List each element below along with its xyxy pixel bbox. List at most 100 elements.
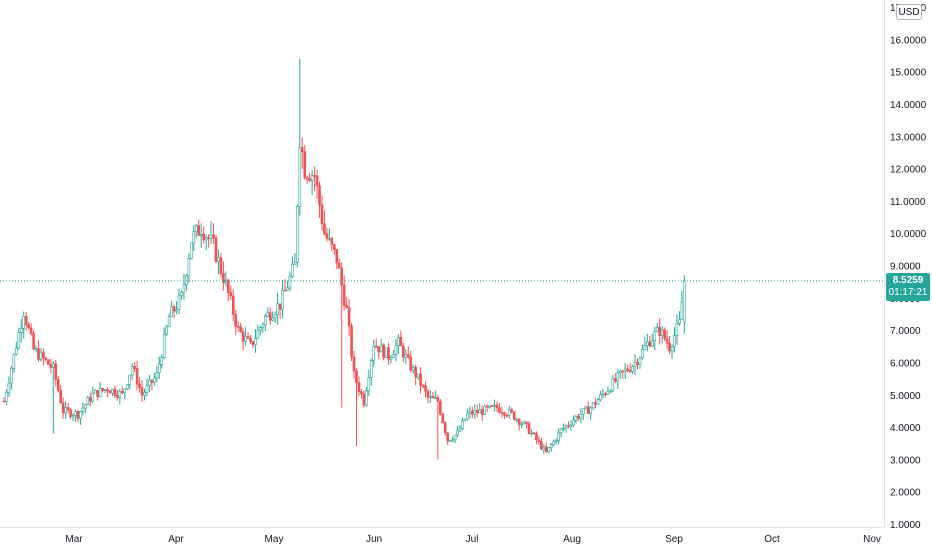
candle xyxy=(148,374,151,392)
candle xyxy=(581,408,585,420)
candle xyxy=(212,223,215,244)
candle xyxy=(633,354,637,375)
candle xyxy=(88,392,92,407)
candle xyxy=(340,262,344,408)
candle xyxy=(111,388,114,397)
candle xyxy=(478,403,482,414)
time-tick-label: Oct xyxy=(764,534,780,545)
price-tick-label: 5.0000 xyxy=(890,391,921,402)
time-tick-label: Jul xyxy=(466,534,479,545)
candle xyxy=(562,423,565,432)
candle xyxy=(468,406,472,419)
candle xyxy=(175,301,178,315)
candle xyxy=(532,432,536,435)
candle xyxy=(434,390,437,400)
price-axis[interactable]: 1.0000 2.0000 3.0000 4.0000 5.0000 6.0000 7.00… xyxy=(890,3,927,531)
candle xyxy=(103,389,107,394)
candle xyxy=(259,325,262,336)
candle xyxy=(313,166,316,192)
candle xyxy=(655,323,659,333)
candle xyxy=(621,370,625,379)
candle xyxy=(549,443,553,452)
candle xyxy=(300,137,304,169)
candle xyxy=(569,420,573,431)
candle xyxy=(490,404,494,407)
candle xyxy=(426,388,430,404)
candle xyxy=(372,339,376,367)
candle xyxy=(5,389,8,406)
price-tick-label: 9.0000 xyxy=(890,262,921,273)
candle xyxy=(559,428,563,438)
candle xyxy=(101,387,104,393)
candle xyxy=(574,414,578,424)
candle xyxy=(204,234,208,251)
candle xyxy=(355,367,358,447)
price-tick-label: 16.0000 xyxy=(890,35,927,46)
candle xyxy=(93,389,97,394)
candle xyxy=(24,311,28,331)
candle xyxy=(19,318,23,343)
currency-badge[interactable]: USD xyxy=(896,4,922,20)
candle xyxy=(636,358,639,370)
candle xyxy=(648,336,652,348)
candle xyxy=(584,405,588,410)
candle xyxy=(461,417,464,431)
candle xyxy=(596,397,600,405)
candle xyxy=(665,330,669,350)
time-axis[interactable]: Mar Apr May Jun Jul Aug Sep Oct Nov xyxy=(65,534,881,545)
candle xyxy=(185,273,188,291)
candle xyxy=(628,363,632,374)
candle xyxy=(167,313,171,327)
candle xyxy=(436,394,440,460)
candle xyxy=(394,338,398,362)
candle xyxy=(347,298,351,337)
candle xyxy=(535,431,538,445)
candle xyxy=(638,356,642,369)
candle xyxy=(641,344,644,360)
candle xyxy=(266,307,270,318)
candle xyxy=(219,252,223,278)
candle xyxy=(552,439,555,446)
candle xyxy=(59,384,62,404)
candle xyxy=(530,429,533,436)
candle xyxy=(241,328,245,351)
candle xyxy=(446,432,450,445)
candle xyxy=(500,407,504,418)
candle xyxy=(668,335,671,355)
time-tick-label: Mar xyxy=(65,534,83,545)
price-tick-label: 11.0000 xyxy=(890,197,926,208)
candle xyxy=(544,442,548,453)
candle xyxy=(47,359,50,366)
candle xyxy=(10,365,13,390)
candle xyxy=(239,322,242,333)
candle xyxy=(15,341,18,356)
candle xyxy=(130,363,134,380)
candle xyxy=(22,311,26,339)
candle xyxy=(123,388,127,400)
candle xyxy=(98,381,102,398)
candle xyxy=(525,421,528,429)
candle xyxy=(618,369,622,379)
candle xyxy=(360,389,363,399)
candle xyxy=(483,404,486,415)
candle xyxy=(387,342,390,365)
price-tick-label: 2.0000 xyxy=(890,488,921,499)
candle xyxy=(382,343,385,361)
candle xyxy=(404,349,408,365)
candle xyxy=(303,145,307,180)
candle xyxy=(81,402,85,416)
candle xyxy=(197,219,201,236)
candle xyxy=(586,401,590,414)
candle xyxy=(451,436,454,443)
candle xyxy=(56,375,60,393)
candle xyxy=(643,336,647,351)
candle xyxy=(281,279,284,319)
candle xyxy=(475,404,479,418)
candle xyxy=(76,409,80,423)
candle xyxy=(288,271,292,292)
candle xyxy=(406,346,410,360)
candle xyxy=(466,408,469,421)
candle xyxy=(222,261,225,291)
candle xyxy=(673,327,676,353)
